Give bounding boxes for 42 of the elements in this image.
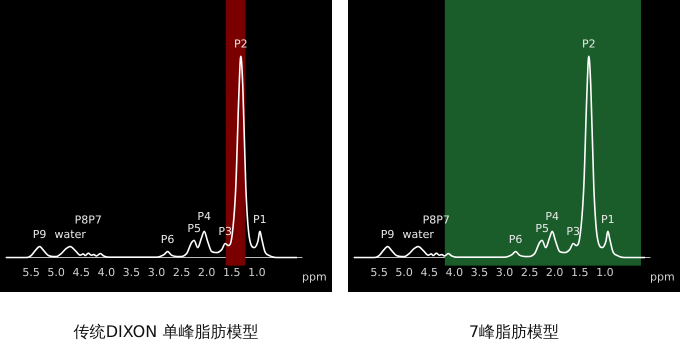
annotation: P3: [218, 224, 232, 238]
annotation: water: [402, 228, 434, 241]
x-axis-title: ppm: [302, 270, 327, 284]
x-tick-label: 1.5: [223, 266, 241, 280]
annotation: P4: [197, 210, 211, 223]
x-tick-label: 5.0: [395, 266, 413, 280]
annotation: water: [54, 228, 86, 241]
annotation: P6: [160, 232, 174, 246]
annotation: P9: [380, 228, 394, 241]
annotation: P2: [234, 38, 248, 51]
x-tick-label: 4.5: [420, 266, 438, 280]
annotation: P2: [582, 38, 596, 51]
x-axis-title: ppm: [650, 270, 675, 284]
annotation: P3: [566, 224, 580, 238]
x-tick-label: 1.5: [571, 266, 589, 280]
x-tick-label: 3.5: [122, 266, 140, 280]
x-tick-label: 4.5: [72, 266, 90, 280]
annotation: P8P7: [74, 214, 102, 227]
annotation: P4: [545, 210, 559, 223]
annotation: P5: [535, 222, 549, 235]
annotation: P5: [187, 222, 201, 235]
x-tick-label: 5.5: [22, 266, 40, 280]
x-tick-label: 5.0: [47, 266, 65, 280]
x-tick-label: 2.0: [546, 266, 564, 280]
annotation: P1: [253, 212, 267, 226]
x-tick-label: 5.5: [370, 266, 388, 280]
x-tick-label: 3.0: [148, 266, 166, 280]
x-tick-label: 2.5: [520, 266, 538, 280]
annotation: P8P7: [422, 214, 450, 227]
annotation: P6: [508, 232, 522, 246]
x-tick-label: 3.5: [470, 266, 488, 280]
annotation: P9: [32, 228, 46, 241]
x-tick-label: 2.5: [172, 266, 190, 280]
x-tick-label: 3.0: [496, 266, 514, 280]
text: 传统DIXON 单峰脂肪模型: [72, 322, 260, 343]
x-tick-label: 4.0: [98, 266, 116, 280]
x-tick-label: 2.0: [198, 266, 216, 280]
annotation: P1: [601, 212, 615, 226]
x-tick-label: 1.0: [596, 266, 614, 280]
text: 7峰脂肪模型: [468, 322, 560, 343]
x-tick-label: 4.0: [446, 266, 464, 280]
x-tick-label: 1.0: [248, 266, 266, 280]
